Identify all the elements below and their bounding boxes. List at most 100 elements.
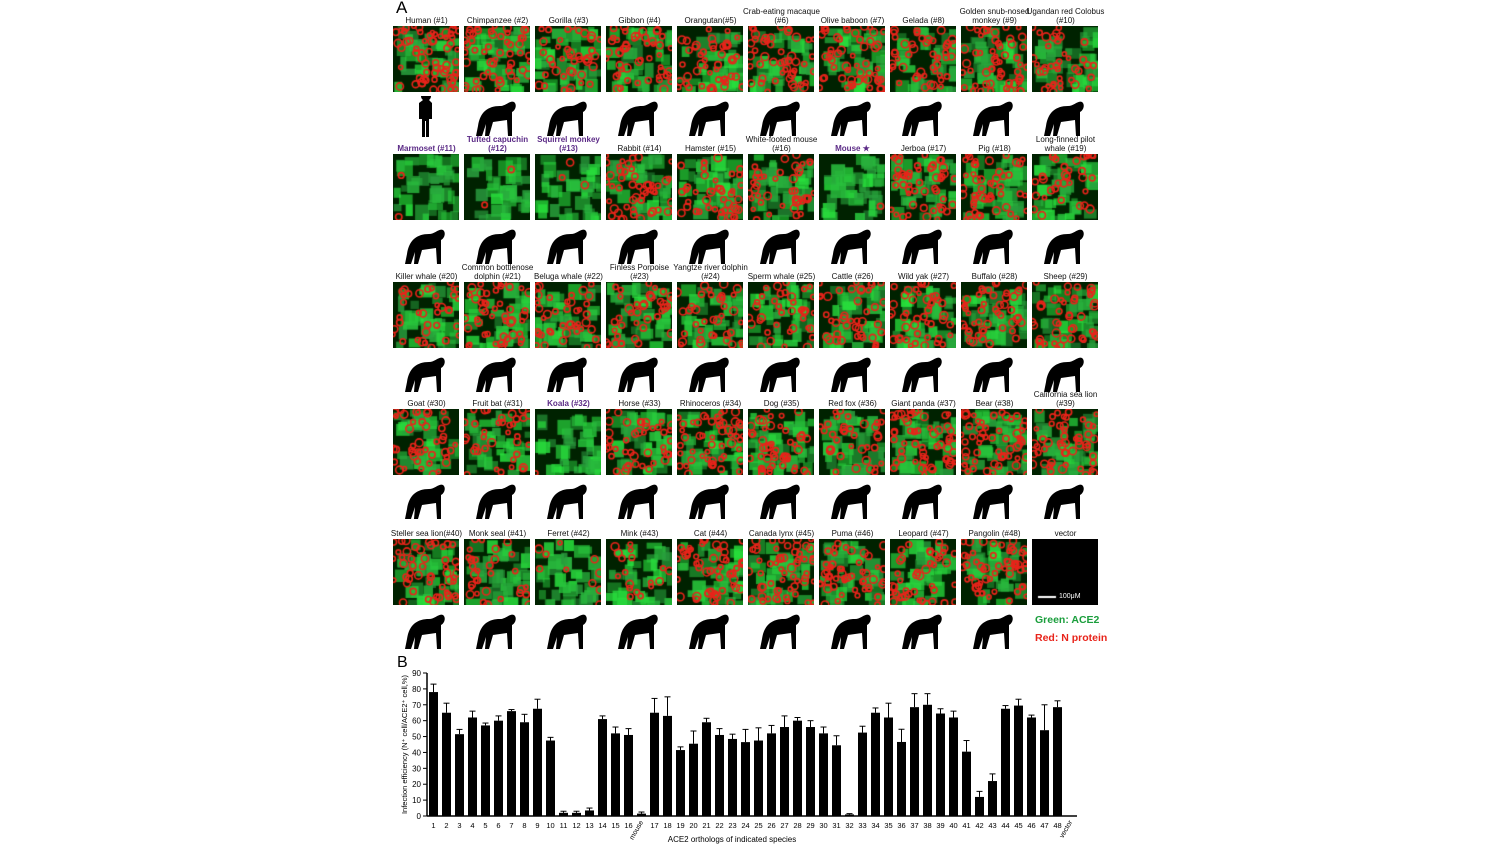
bar (702, 722, 711, 816)
animal-silhouette-icon (618, 229, 658, 264)
species-label: Squirrel monkey (#13) (537, 135, 600, 153)
microscopy-image (677, 154, 743, 220)
animal-silhouette-icon (689, 484, 729, 519)
animal-silhouette-icon (831, 614, 871, 649)
animal-silhouette-icon (618, 484, 658, 519)
x-tick-label: 28 (793, 821, 801, 830)
species-panel: Mink (#43) (606, 529, 673, 649)
animal-silhouette-icon (547, 101, 587, 136)
species-panel: Human (#1) (393, 16, 460, 137)
bar (819, 733, 828, 816)
animal-silhouette-icon (1044, 101, 1084, 136)
animal-silhouette-icon (973, 229, 1013, 264)
species-panel: Pig (#18) (961, 144, 1028, 264)
species-label: Koala (#32) (547, 399, 590, 408)
bar (871, 712, 880, 816)
species-label: Tufted capuchin (#12) (466, 135, 529, 153)
x-tick-label: 30 (819, 821, 827, 830)
species-label: Killer whale (#20) (395, 272, 458, 281)
species-label: Monk seal (#41) (468, 529, 527, 538)
species-label: vector (1054, 529, 1077, 538)
animal-silhouette-icon (405, 484, 445, 519)
bar (494, 720, 503, 816)
species-label: Puma (#46) (831, 529, 874, 538)
y-tick-label: 60 (412, 717, 421, 726)
bar (572, 812, 581, 816)
species-panel: Leopard (#47) (890, 529, 957, 649)
species-panel: Rhinoceros (#34) (677, 399, 744, 519)
species-panel: Yangtze river dolphin (#24) (673, 263, 748, 392)
species-panel: Giant panda (#37) (890, 399, 957, 519)
animal-silhouette-icon (476, 229, 516, 264)
species-panel: White-footed mouse (#16) (746, 135, 817, 264)
species-panel: California sea lion (#39) (1032, 390, 1099, 519)
species-panel: Goat (#30) (393, 399, 460, 519)
species-panel: Olive baboon (#7) (819, 16, 886, 136)
species-panel: Golden snub-nosed monkey (#9) (960, 7, 1029, 136)
microscopy-image (819, 539, 885, 605)
x-tick-label: 29 (806, 821, 814, 830)
microscopy-image (748, 282, 814, 348)
x-tick-label: 24 (741, 821, 749, 830)
animal-silhouette-icon (831, 484, 871, 519)
y-tick-label: 90 (412, 669, 421, 678)
species-label: Hamster (#15) (684, 144, 737, 153)
species-panel: Long-finned pilot whale (#19) (1032, 135, 1099, 264)
microscopy-image (1032, 539, 1098, 605)
bar (481, 725, 490, 816)
animal-silhouette-icon (760, 484, 800, 519)
species-label: Long-finned pilot whale (#19) (1035, 135, 1096, 153)
y-tick-label: 40 (412, 748, 421, 757)
x-tick-label: 1 (431, 821, 435, 830)
x-tick-label: 33 (858, 821, 866, 830)
x-tick-label: 45 (1014, 821, 1022, 830)
species-panel: Puma (#46) (819, 529, 886, 649)
species-label: Canada lynx (#45) (748, 529, 815, 538)
y-tick-label: 50 (412, 733, 421, 742)
animal-silhouette-icon (1044, 484, 1084, 519)
species-label: Marmoset (#11) (397, 144, 456, 153)
microscopy-image (748, 409, 814, 475)
species-panel: Bear (#38) (961, 399, 1028, 519)
microscopy-image (606, 154, 672, 220)
species-label: Rhinoceros (#34) (679, 399, 742, 408)
bar (1027, 717, 1036, 816)
microscopy-image (961, 154, 1027, 220)
bar (585, 810, 594, 816)
panel-a-letter: A (396, 0, 408, 17)
species-panel: Dog (#35) (748, 399, 815, 519)
species-label: Fruit bat (#31) (472, 399, 523, 408)
species-label: Buffalo (#28) (971, 272, 1018, 281)
animal-silhouette-icon (405, 229, 445, 264)
animal-silhouette-icon (618, 357, 658, 392)
x-tick-label: 2 (444, 821, 448, 830)
x-tick-label: 7 (509, 821, 513, 830)
x-tick-label: 19 (676, 821, 684, 830)
species-label: Olive baboon (#7) (820, 16, 885, 25)
legend-red: Red: N protein (1035, 632, 1108, 644)
species-label: Wild yak (#27) (897, 272, 950, 281)
animal-silhouette-icon (973, 357, 1013, 392)
microscopy-image (961, 26, 1027, 92)
species-panel: Ugandan red Colobus (#10) (1027, 7, 1104, 136)
species-label: White-footed mouse (#16) (745, 135, 818, 153)
scale-bar-label: 100μM (1059, 593, 1081, 600)
animal-silhouette-icon (689, 357, 729, 392)
species-label: Gelada (#8) (902, 16, 945, 25)
bar (715, 734, 724, 816)
species-panel: Pangolin (#48) (961, 529, 1028, 649)
species-label: Cattle (#26) (831, 272, 874, 281)
species-panel: Marmoset (#11) (393, 144, 460, 264)
microscopy-image (961, 409, 1027, 475)
microscopy-image (748, 154, 814, 220)
x-tick-label: 9 (535, 821, 539, 830)
species-label: Rabbit (#14) (617, 144, 662, 153)
microscopy-image (464, 26, 530, 92)
y-tick-label: 0 (417, 812, 422, 821)
microscopy-image (819, 26, 885, 92)
x-tick-label: 15 (611, 821, 619, 830)
microscopy-image (464, 282, 530, 348)
species-panel: Steller sea lion(#40) (391, 529, 462, 649)
microscopy-image (961, 282, 1027, 348)
animal-silhouette-icon (760, 357, 800, 392)
